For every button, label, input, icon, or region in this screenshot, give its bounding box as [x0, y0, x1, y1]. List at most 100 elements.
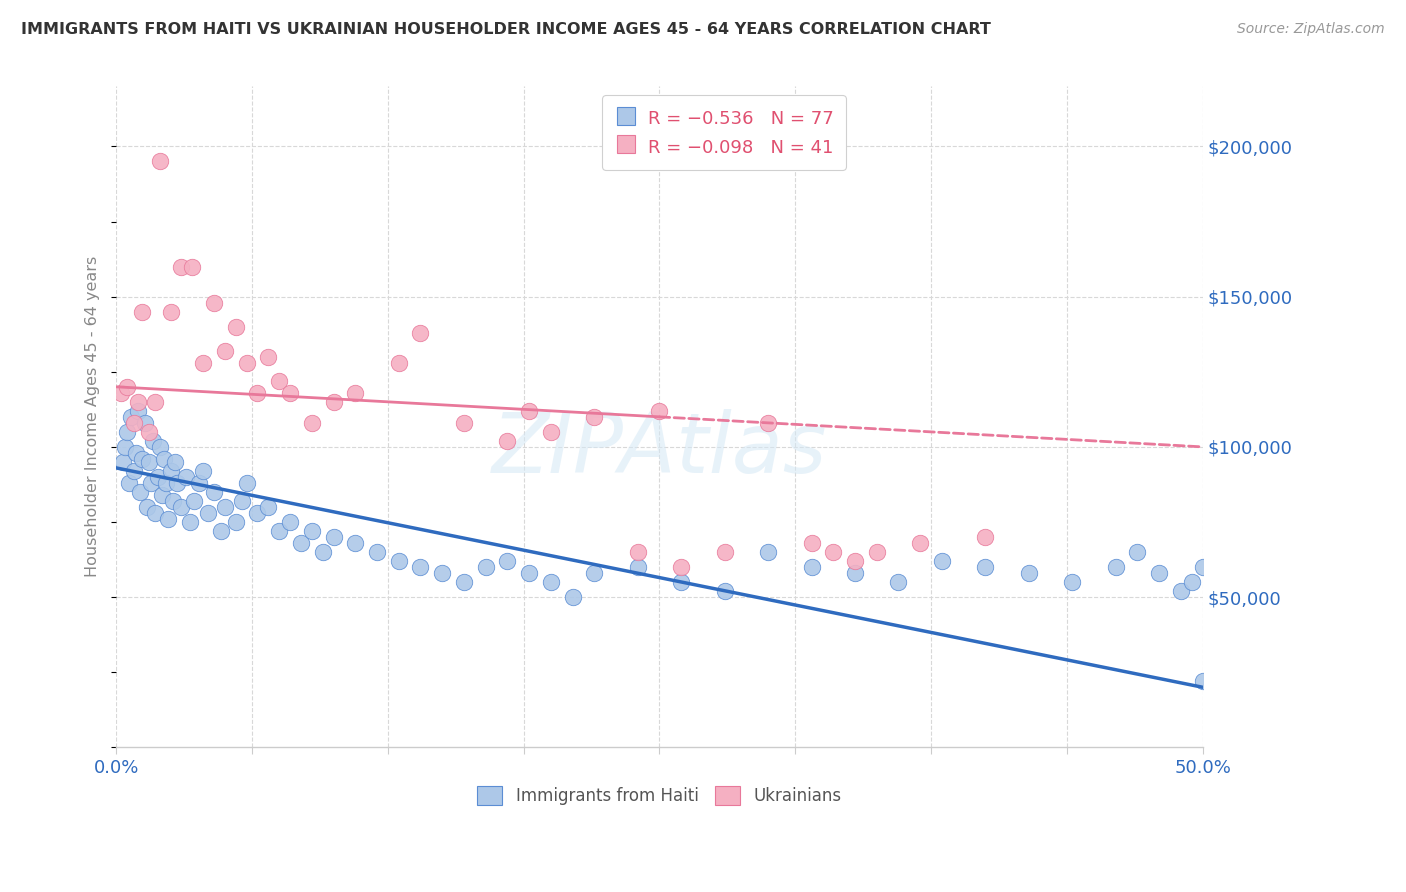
Point	[246, 506, 269, 520]
Point	[231, 494, 253, 508]
Point	[669, 575, 692, 590]
Point	[517, 566, 540, 580]
Point	[713, 584, 735, 599]
Point	[138, 425, 160, 439]
Point	[193, 464, 215, 478]
Point	[149, 154, 172, 169]
Point	[344, 385, 367, 400]
Point	[235, 356, 257, 370]
Point	[122, 416, 145, 430]
Point	[157, 512, 180, 526]
Point	[269, 524, 291, 538]
Point	[134, 416, 156, 430]
Point	[1191, 674, 1213, 689]
Point	[159, 304, 181, 318]
Point	[496, 434, 519, 448]
Point	[974, 560, 997, 574]
Point	[122, 464, 145, 478]
Point	[844, 554, 866, 568]
Point	[409, 560, 432, 574]
Point	[181, 260, 204, 274]
Point	[1062, 575, 1084, 590]
Point	[159, 464, 181, 478]
Point	[235, 475, 257, 490]
Point	[1105, 560, 1128, 574]
Point	[214, 500, 236, 514]
Point	[214, 343, 236, 358]
Point	[225, 319, 247, 334]
Point	[127, 394, 149, 409]
Point	[866, 545, 889, 559]
Text: ZIPAtlas: ZIPAtlas	[492, 409, 827, 491]
Point	[125, 446, 148, 460]
Point	[131, 451, 153, 466]
Point	[290, 536, 312, 550]
Point	[669, 560, 692, 574]
Point	[517, 404, 540, 418]
Point	[1191, 560, 1213, 574]
Point	[908, 536, 931, 550]
Point	[135, 500, 157, 514]
Point	[170, 500, 193, 514]
Point	[388, 356, 411, 370]
Point	[301, 416, 323, 430]
Point	[713, 545, 735, 559]
Text: Source: ZipAtlas.com: Source: ZipAtlas.com	[1237, 22, 1385, 37]
Point	[114, 440, 136, 454]
Point	[453, 416, 475, 430]
Point	[150, 488, 173, 502]
Point	[1147, 566, 1170, 580]
Point	[474, 560, 496, 574]
Point	[301, 524, 323, 538]
Point	[170, 260, 193, 274]
Point	[974, 530, 997, 544]
Point	[756, 545, 779, 559]
Point	[311, 545, 333, 559]
Point	[246, 385, 269, 400]
Point	[187, 475, 209, 490]
Point	[162, 494, 184, 508]
Y-axis label: Householder Income Ages 45 - 64 years: Householder Income Ages 45 - 64 years	[86, 256, 100, 577]
Point	[139, 475, 162, 490]
Point	[138, 455, 160, 469]
Point	[800, 560, 823, 574]
Point	[583, 566, 606, 580]
Legend: Immigrants from Haiti, Ukrainians: Immigrants from Haiti, Ukrainians	[471, 779, 848, 812]
Point	[388, 554, 411, 568]
Point	[278, 385, 301, 400]
Point	[179, 515, 201, 529]
Point	[142, 434, 165, 448]
Point	[887, 575, 910, 590]
Point	[163, 455, 186, 469]
Point	[127, 404, 149, 418]
Point	[931, 554, 953, 568]
Point	[110, 385, 132, 400]
Point	[1126, 545, 1149, 559]
Point	[496, 554, 519, 568]
Point	[322, 394, 344, 409]
Point	[561, 590, 583, 604]
Point	[430, 566, 453, 580]
Point	[269, 374, 291, 388]
Point	[225, 515, 247, 529]
Point	[1018, 566, 1040, 580]
Point	[823, 545, 845, 559]
Point	[166, 475, 188, 490]
Point	[540, 425, 562, 439]
Point	[1170, 584, 1192, 599]
Point	[153, 451, 176, 466]
Point	[174, 470, 197, 484]
Point	[197, 506, 219, 520]
Point	[453, 575, 475, 590]
Point	[111, 455, 134, 469]
Point	[193, 356, 215, 370]
Point	[183, 494, 205, 508]
Point	[366, 545, 388, 559]
Point	[627, 545, 650, 559]
Point	[409, 326, 432, 340]
Point	[1181, 575, 1204, 590]
Point	[149, 440, 172, 454]
Point	[844, 566, 866, 580]
Point	[257, 350, 280, 364]
Text: IMMIGRANTS FROM HAITI VS UKRAINIAN HOUSEHOLDER INCOME AGES 45 - 64 YEARS CORRELA: IMMIGRANTS FROM HAITI VS UKRAINIAN HOUSE…	[21, 22, 991, 37]
